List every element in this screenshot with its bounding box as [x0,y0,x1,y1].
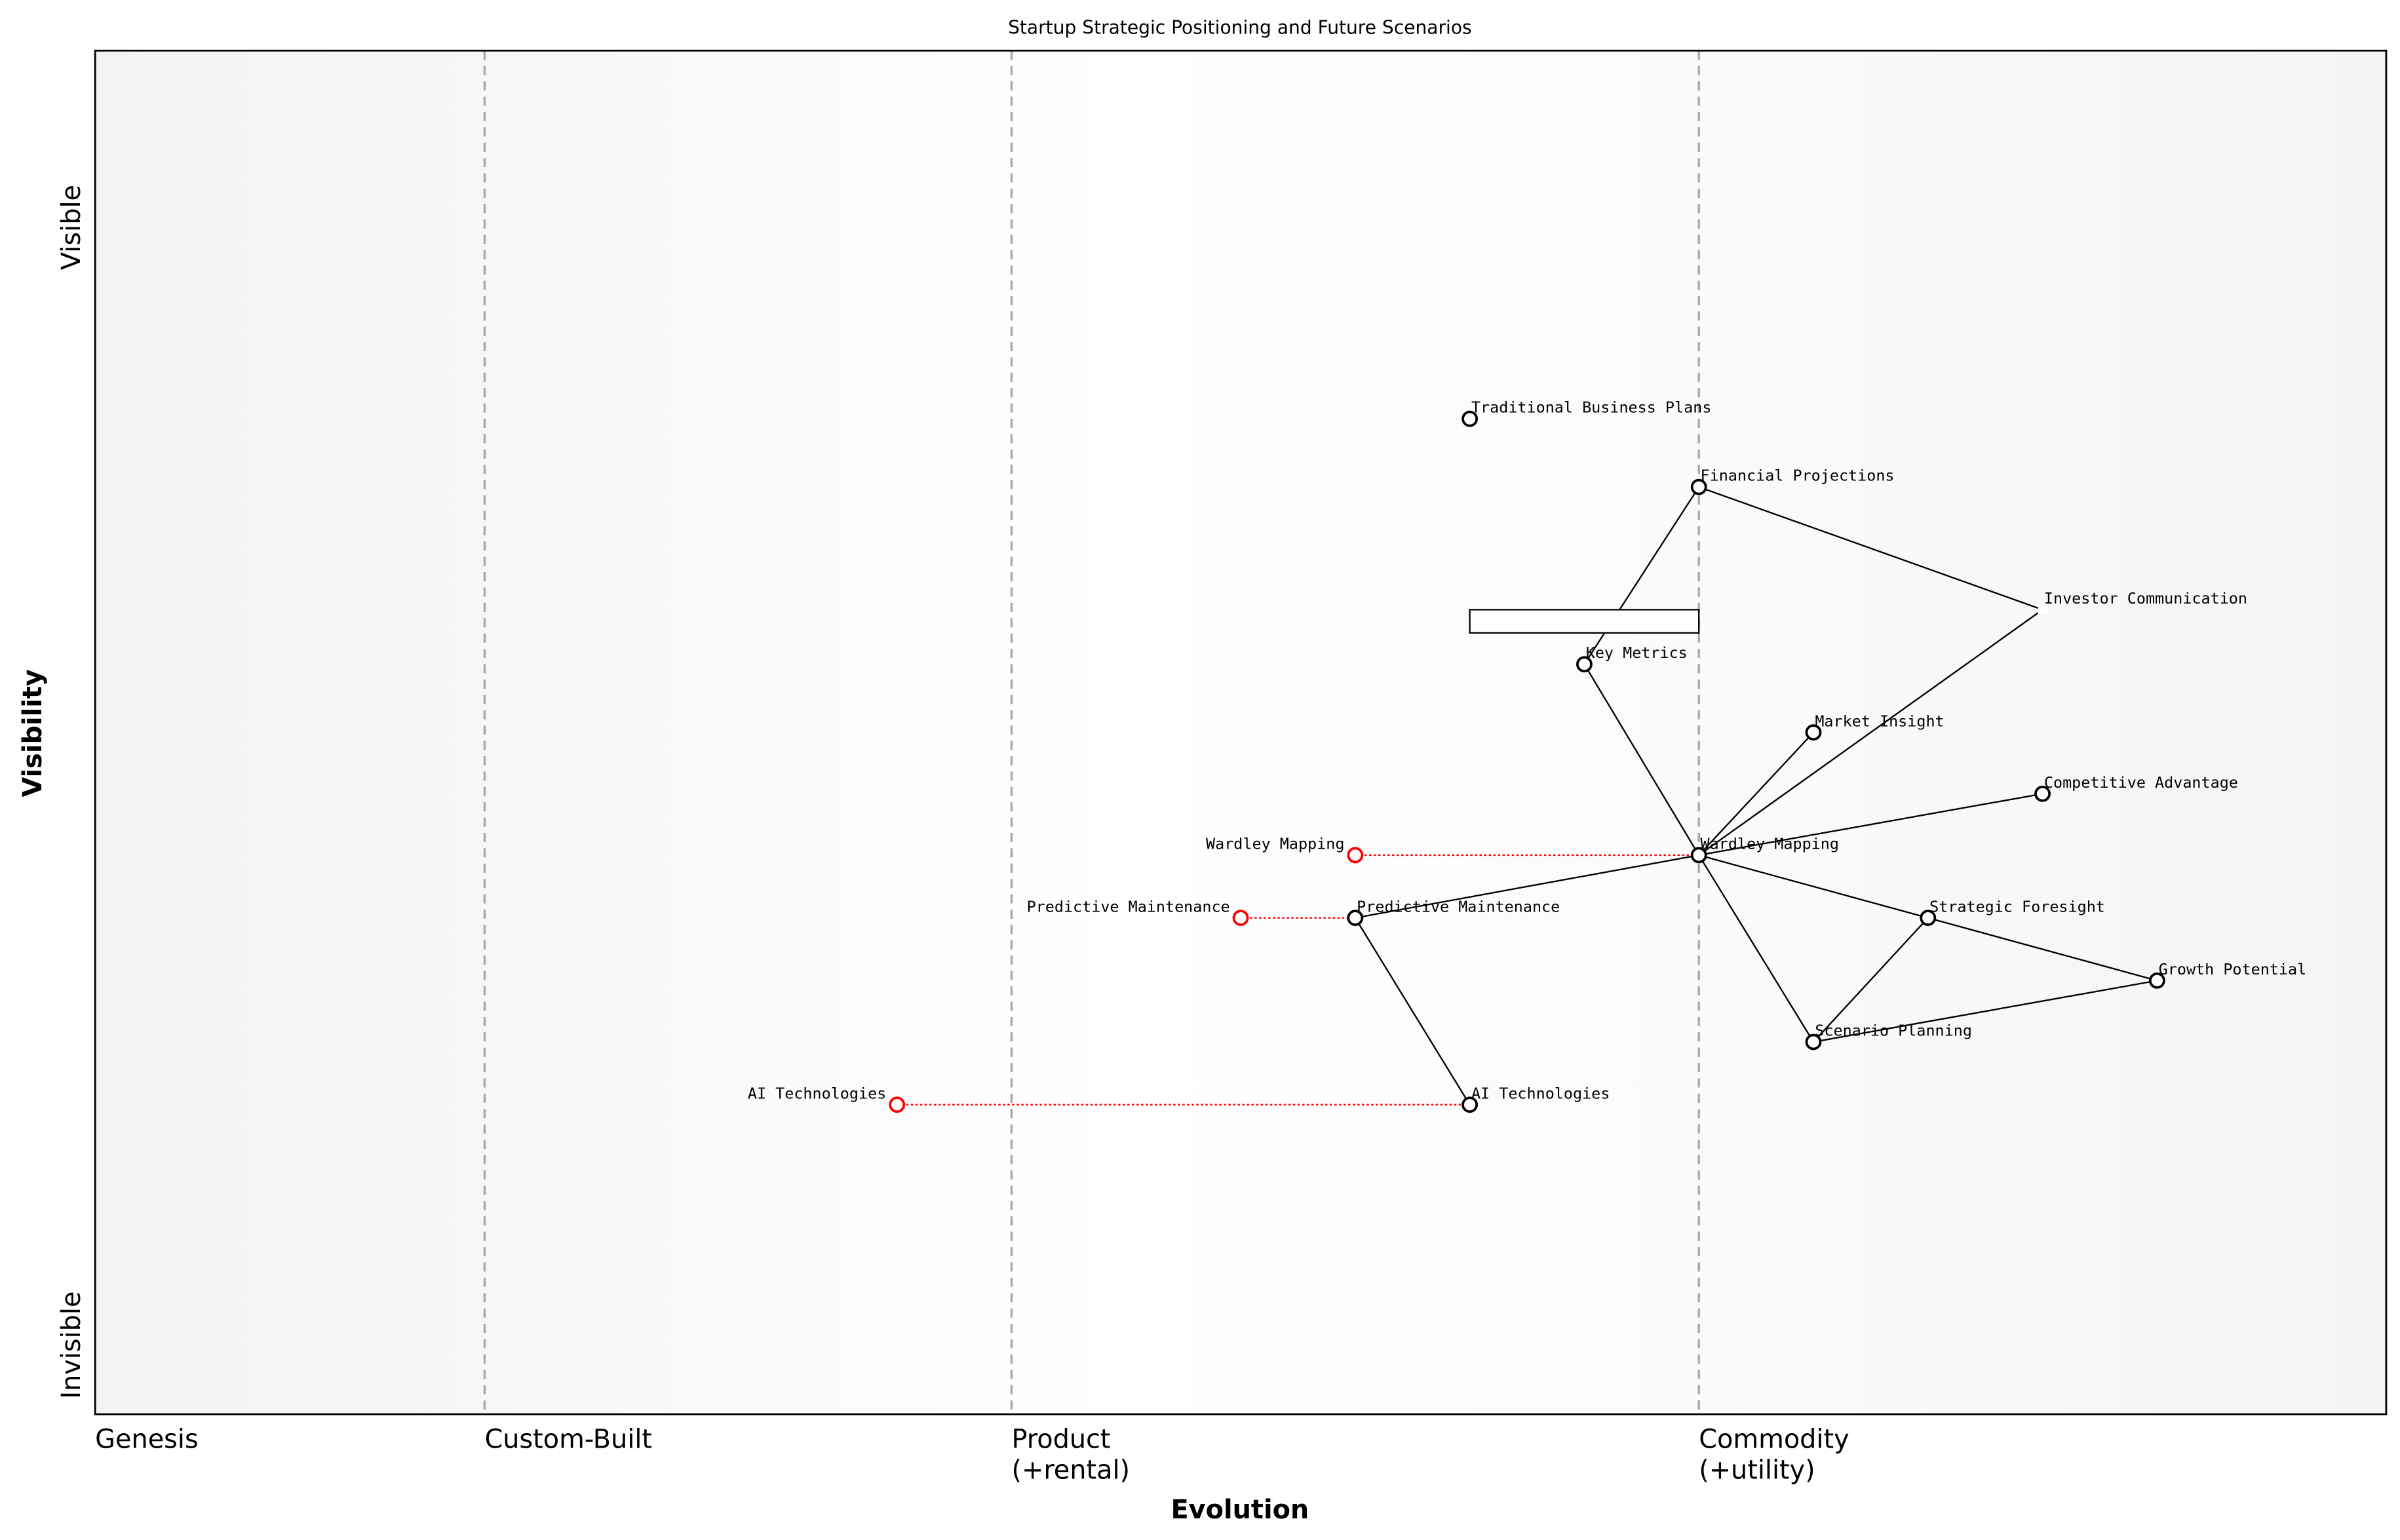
future-component-label: Predictive Maintenance [1027,897,1230,915]
plot-area [95,50,2386,1415]
dependency-link [1583,486,1700,665]
component-label: Growth Potential [2159,960,2307,978]
dependency-link [1813,917,1929,1043]
component-marker[interactable] [2034,785,2051,802]
component-label: Scenario Planning [1815,1022,1972,1040]
component-marker[interactable] [1920,910,1937,927]
y-bottom-label: Invisible [56,1292,87,1399]
component-label: Predictive Maintenance [1357,897,1560,915]
dependency-link [1354,917,1471,1106]
component-label: Market Insight [1815,712,1944,730]
stage-label: Genesis [95,1425,199,1455]
x-axis-label: Evolution [1171,1495,1309,1525]
future-component-marker[interactable] [1232,910,1249,927]
future-component-marker[interactable] [889,1096,906,1113]
component-label: Traditional Business Plans [1471,398,1711,417]
component-label: Financial Projections [1701,467,1895,485]
plot-frame [94,49,2388,1415]
component-marker[interactable] [2148,972,2165,989]
dependency-link [1583,664,1700,856]
y-axis-label: Visibility [18,669,48,797]
component-marker[interactable] [1690,478,1707,495]
component-marker[interactable] [1576,656,1593,673]
dependency-link [1698,854,1929,919]
future-component-marker[interactable] [1347,847,1364,864]
dependency-link [1698,731,1814,856]
dependency-link [1698,793,2043,857]
component-label: Investor Communication [2044,589,2247,607]
dependency-link [1813,980,2158,1043]
component-marker[interactable] [1347,910,1364,927]
dependency-link [1698,486,2043,611]
y-top-label: Visible [56,185,87,270]
component-marker[interactable] [1805,1033,1822,1050]
chart-title: Startup Strategic Positioning and Future… [1008,16,1472,38]
component-marker[interactable] [1690,847,1707,864]
stage-label: Custom-Built [484,1425,652,1455]
stage-label: Commodity (+utility) [1699,1425,1849,1486]
component-label: AI Technologies [1471,1084,1610,1102]
component-marker[interactable] [2038,605,2047,615]
component-label: Strategic Foresight [1929,897,2105,915]
component-label: Wardley Mapping [1701,835,1839,853]
future-component-label: Wardley Mapping [1206,835,1344,853]
future-component-label: AI Technologies [748,1084,886,1102]
dependency-link [1698,855,1814,1043]
component-label: Key Metrics [1586,644,1688,662]
component-marker[interactable] [1461,1096,1479,1113]
annotation-box [1469,609,1700,634]
dependency-link [1355,854,1699,919]
component-label: Competitive Advantage [2044,773,2238,792]
stage-label: Product (+rental) [1011,1425,1130,1486]
component-marker[interactable] [1805,724,1822,741]
dependency-link [1927,917,2158,982]
component-marker[interactable] [1461,410,1479,427]
dependency-link [1698,609,2043,856]
